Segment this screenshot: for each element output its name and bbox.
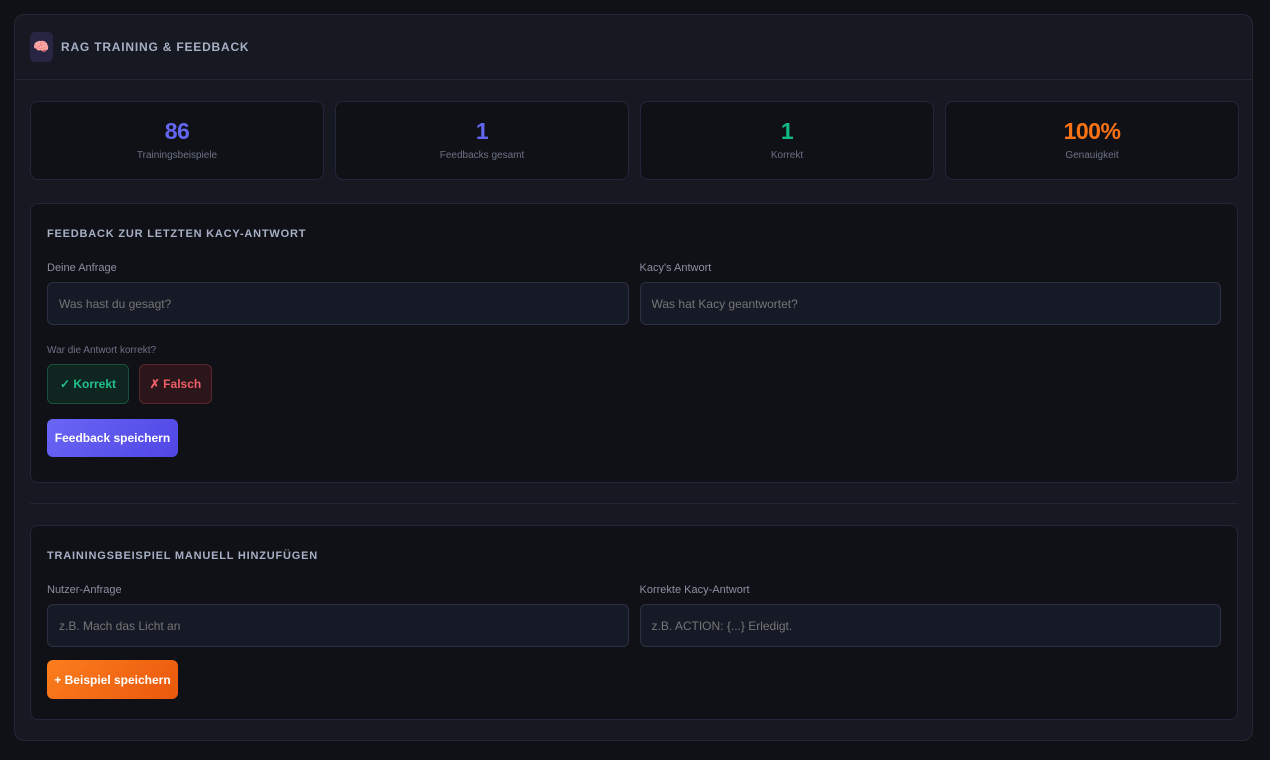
query-label: Deine Anfrage — [47, 262, 117, 274]
panel-header: 🧠 RAG TRAINING & FEEDBACK — [15, 15, 1252, 80]
correct-answer-label: Korrekte Kacy-Antwort — [639, 584, 750, 596]
stat-value: 1 — [475, 118, 489, 144]
save-feedback-button[interactable]: Feedback speichern — [47, 419, 178, 457]
user-query-input[interactable] — [47, 604, 629, 647]
rag-training-panel: 🧠 RAG TRAINING & FEEDBACK 86 Trainingsbei… — [14, 14, 1253, 741]
stat-label: Trainingsbeispiele — [136, 150, 218, 161]
correct-button[interactable]: ✓ Korrekt — [47, 364, 129, 404]
stats-row: 86 Trainingsbeispiele 1 Feedbacks gesamt 1… — [30, 101, 1239, 180]
section-title: FEEDBACK ZUR LETZTEN KACY-ANTWORT — [47, 228, 307, 240]
stat-label: Genauigkeit — [1065, 150, 1119, 161]
answer-label: Kacy's Antwort — [639, 262, 712, 274]
stat-training-examples: 86 Trainingsbeispiele — [30, 101, 324, 180]
correct-answer-input[interactable] — [639, 604, 1221, 647]
query-input[interactable] — [47, 282, 629, 325]
stat-accuracy: 100% Genauigkeit — [945, 101, 1239, 180]
training-section: TRAININGSBEISPIEL MANUELL HINZUFÜGEN Nut… — [30, 525, 1238, 720]
user-query-label: Nutzer-Anfrage — [47, 584, 122, 596]
stat-value: 100% — [1063, 118, 1121, 144]
feedback-section: FEEDBACK ZUR LETZTEN KACY-ANTWORT Deine … — [30, 203, 1238, 483]
stat-value: 86 — [164, 118, 190, 144]
stat-feedbacks-total: 1 Feedbacks gesamt — [335, 101, 629, 180]
brain-icon: 🧠 — [30, 32, 53, 62]
stat-correct: 1 Korrekt — [640, 101, 934, 180]
wrong-button[interactable]: ✗ Falsch — [139, 364, 212, 404]
panel-title: RAG TRAINING & FEEDBACK — [61, 40, 250, 54]
correct-question: War die Antwort korrekt? — [47, 345, 157, 356]
save-example-button[interactable]: + Beispiel speichern — [47, 660, 178, 699]
stat-label: Korrekt — [770, 150, 804, 161]
section-title: TRAININGSBEISPIEL MANUELL HINZUFÜGEN — [47, 550, 319, 562]
stat-label: Feedbacks gesamt — [439, 150, 525, 161]
answer-input[interactable] — [639, 282, 1221, 325]
stat-value: 1 — [780, 118, 794, 144]
divider — [30, 503, 1238, 504]
